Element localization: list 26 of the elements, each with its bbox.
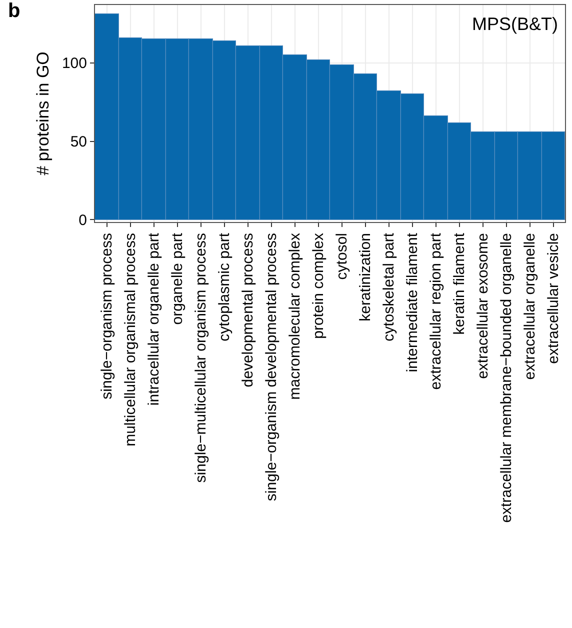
text: b <box>8 0 20 22</box>
x-tick-label: keratin filament <box>451 232 468 335</box>
x-tick-label: keratinization <box>357 233 374 322</box>
x-tick-label: extracellular exosome <box>474 233 492 379</box>
x-tick-label: multicellular organismal process <box>122 233 140 446</box>
x-tick-label: single−organism developmental process <box>263 233 280 502</box>
x-tick-label: developmental process <box>240 233 257 388</box>
x-tick-label: macromolecular complex <box>286 232 304 400</box>
x-tick-label: cytosol <box>334 233 351 280</box>
x-tick-label: single−organism process <box>98 233 116 400</box>
x-tick-label: extracellular region part <box>428 232 445 390</box>
x-tick-label: cytoplasmic part <box>216 232 234 342</box>
x-tick-label: cytoskeletal part <box>380 232 398 342</box>
y-tick-label: 100 <box>62 55 87 72</box>
x-tick-label: extracellular vesicle <box>545 233 562 364</box>
y-axis-title: # proteins in GO <box>34 52 53 176</box>
x-tick-label: protein complex <box>310 232 328 339</box>
x-tick-label: intermediate filament <box>404 232 422 372</box>
x-tick-label: intracellular organelle part <box>146 232 163 406</box>
x-tick-label: organelle part <box>169 232 186 325</box>
annotation: MPS(B&T) <box>472 14 558 34</box>
x-tick-label: extracellular membrane−bounded organelle <box>498 233 516 523</box>
y-tick-label: 50 <box>70 134 87 151</box>
x-tick-label: extracellular organelle <box>522 233 539 380</box>
y-tick-label: 0 <box>78 212 87 229</box>
x-tick-label: single−multicellular organism process <box>192 233 210 483</box>
